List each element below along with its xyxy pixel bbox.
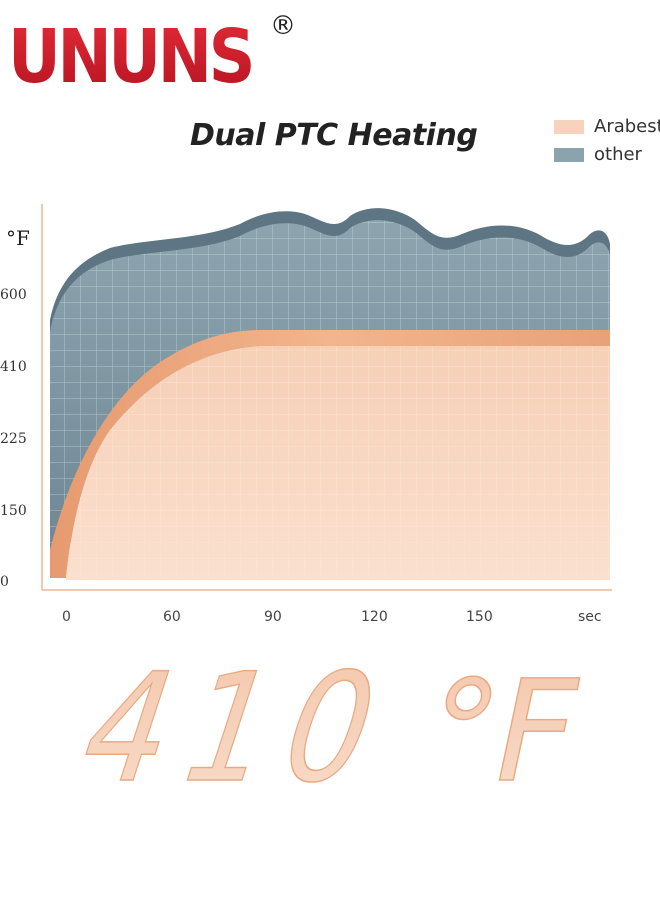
y-tick-600: 600 (0, 287, 27, 303)
y-axis-unit: °F (6, 226, 30, 250)
x-tick-60: 60 (163, 609, 181, 625)
legend-label-arabest: Arabest (594, 116, 660, 137)
brand-logo: UNUNS ® (8, 11, 296, 100)
legend-label-other: other (594, 144, 642, 165)
series-arabest (50, 330, 610, 580)
legend-item-other: other (554, 144, 642, 165)
chart-title: Dual PTC Heating (190, 118, 478, 153)
temperature-unit: °F (409, 651, 593, 810)
heating-chart: 600 410 225 150 0 0 60 90 120 150 sec (0, 204, 612, 625)
y-tick-410: 410 (0, 359, 27, 375)
x-ticks: 0 60 90 120 150 sec (62, 609, 602, 625)
x-tick-150: 150 (466, 609, 493, 625)
y-tick-0: 0 (0, 574, 9, 590)
brand-logo-text: UNUNS (8, 14, 252, 100)
temperature-value: 410 (60, 642, 417, 810)
legend-item-arabest: Arabest (554, 116, 660, 137)
y-tick-225: 225 (0, 431, 27, 447)
legend-swatch-other (554, 147, 584, 162)
x-unit-label: sec (578, 609, 602, 625)
legend-swatch-arabest (554, 119, 584, 134)
temperature-display: 410 °F (59, 641, 594, 810)
y-tick-150: 150 (0, 503, 27, 519)
x-tick-90: 90 (264, 609, 282, 625)
series-arabest-grid (66, 346, 610, 580)
x-tick-120: 120 (361, 609, 388, 625)
x-tick-0: 0 (62, 609, 71, 625)
y-ticks: 600 410 225 150 0 (0, 287, 27, 590)
registered-mark: ® (270, 11, 296, 41)
